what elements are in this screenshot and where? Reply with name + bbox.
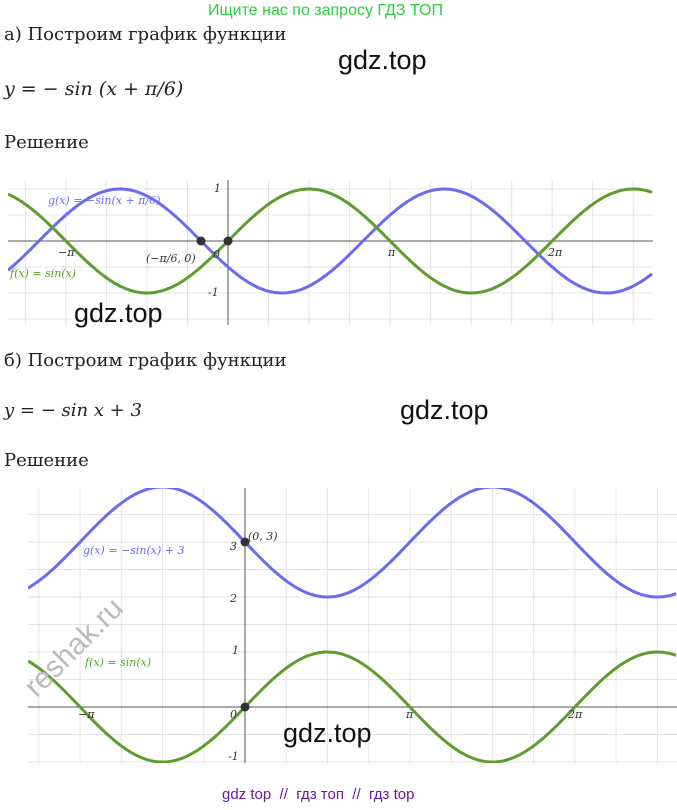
watermark: gdz.top	[283, 718, 372, 748]
watermark: gdz.top	[400, 395, 489, 425]
graph-label: π	[405, 708, 414, 721]
graph-label: -1	[228, 750, 239, 763]
watermark: gdz.top	[338, 45, 427, 75]
graph-b: g(x) = −sin(x) + 3 f(x) = sin(x) (0, 3) 3 2 1…	[28, 488, 677, 763]
graph-a: g(x) = −sin(x + π/6) f(x) = sin(x) (−π/6, …	[8, 180, 653, 325]
point	[196, 236, 206, 246]
graph-label: 2	[229, 592, 237, 605]
graph-label: 2π	[547, 246, 563, 259]
graph-label: (−π/6, 0)	[146, 252, 196, 265]
heading: а) Построим график функции	[4, 24, 287, 45]
point	[240, 702, 250, 712]
point	[223, 236, 233, 246]
graph-label: g(x) = −sin(x) + 3	[83, 544, 185, 557]
graph-label: 2π	[567, 708, 583, 721]
formula: y = − sin (x + π/6)	[4, 78, 184, 100]
graph-label: 1	[214, 182, 221, 195]
graph-label: −π	[58, 246, 75, 259]
formula: y = − sin x + 3	[4, 400, 142, 421]
function-curve	[28, 650, 677, 763]
graph-label: f(x) = sin(x)	[9, 267, 76, 280]
graph-label: (0, 3)	[248, 530, 278, 543]
function-curve	[8, 187, 653, 295]
solution: Решение	[4, 450, 89, 471]
graph-label: −π	[78, 708, 95, 721]
watermark: gdz.top	[74, 298, 163, 328]
banner: Ищите нас по запросу ГДЗ ТОП	[208, 2, 443, 19]
graph-label: 0	[230, 708, 237, 721]
heading: б) Построим график функции	[4, 350, 287, 371]
graph-label: g(x) = −sin(x + π/6)	[48, 194, 160, 207]
function-curve	[8, 187, 653, 295]
graph-label: 1	[232, 644, 239, 657]
graph-label: -1	[208, 286, 219, 299]
footer: gdz top // гдз топ // гдз top	[222, 786, 415, 803]
graph-label: 3	[230, 540, 237, 553]
graph-label: 0	[213, 248, 220, 261]
graph-label: π	[387, 246, 396, 259]
function-curve	[28, 488, 677, 599]
solution: Решение	[4, 132, 89, 153]
point	[240, 537, 250, 547]
graph-label: f(x) = sin(x)	[84, 656, 151, 669]
